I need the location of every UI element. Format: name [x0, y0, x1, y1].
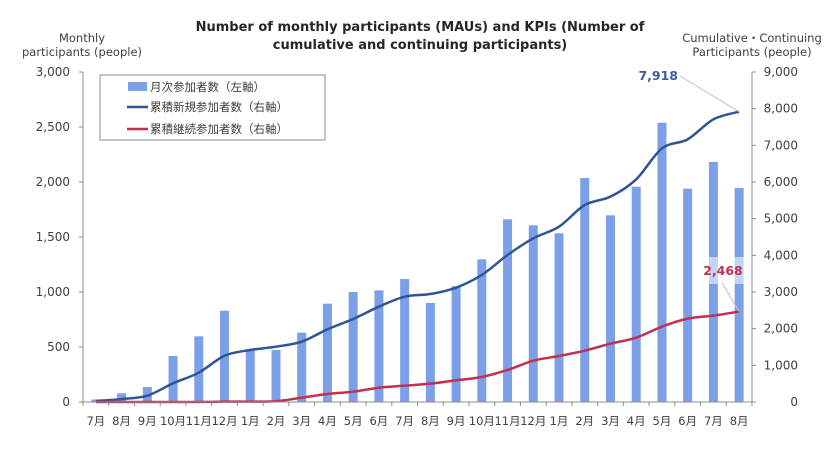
- annotation-leader-line: [721, 282, 740, 312]
- right-axis-title-line-1: Cumulative・Continuing: [682, 31, 822, 45]
- x-tick-label: 7月: [704, 414, 723, 428]
- bar: [374, 290, 384, 402]
- annotation-label-cumulative-continuing: 2,468: [703, 263, 743, 278]
- left-axis-ticks: 0 500 1,000 1,500 2,000 2,500 3,000: [36, 65, 83, 409]
- right-tick-label: 6,000: [764, 175, 798, 189]
- chart-title-line-1: Number of monthly participants (MAUs) an…: [196, 20, 645, 35]
- bar: [451, 286, 461, 402]
- right-tick-label: 7,000: [764, 138, 798, 152]
- bar: [425, 303, 435, 402]
- x-tick-label: 8月: [112, 414, 131, 428]
- bar: [168, 356, 178, 402]
- x-tick-label: 4月: [318, 414, 337, 428]
- bar: [348, 292, 358, 402]
- x-tick-label: 8月: [421, 414, 440, 428]
- x-tick-label: 2月: [267, 414, 286, 428]
- bar: [271, 349, 281, 402]
- bar: [322, 303, 332, 402]
- bar: [297, 332, 307, 402]
- x-tick-label: 1月: [241, 414, 260, 428]
- x-tick-label: 2月: [575, 414, 594, 428]
- x-tick-label: 6月: [678, 414, 697, 428]
- bar: [734, 188, 744, 402]
- bar: [683, 188, 693, 402]
- bar: [580, 178, 590, 402]
- bar: [245, 349, 255, 402]
- left-tick-label: 1,000: [36, 285, 70, 299]
- x-tick-label: 9月: [447, 414, 466, 428]
- left-tick-label: 2,000: [36, 175, 70, 189]
- x-tick-label: 12月: [211, 414, 237, 428]
- line-cumulative-continuing: [95, 310, 740, 404]
- left-axis-title-line-2: participants (people): [22, 45, 142, 59]
- x-tick-label: 5月: [344, 414, 363, 428]
- x-tick-label: 7月: [86, 414, 105, 428]
- bar: [657, 122, 667, 403]
- right-tick-label: 4,000: [764, 248, 798, 262]
- legend-label-cumulative-new: 累積新規参加者数（右軸）: [150, 100, 288, 114]
- x-tick-label: 9月: [138, 414, 157, 428]
- right-axis-ticks: 0 1,000 2,000 3,000 4,000 5,000 6,000 7,000 8,00…: [752, 65, 798, 409]
- right-tick-label: 5,000: [764, 212, 798, 226]
- bar: [554, 233, 564, 402]
- x-axis-ticks: 7月 8月 9月 10月 11月 12月 1月 2月 3月 4月 5月 6月 7月 8月 9月 10月 11月 1…: [82, 402, 753, 428]
- bar: [194, 336, 204, 402]
- bar-series-monthly: [91, 122, 744, 403]
- legend-label-cumulative-continuing: 累積継続参加者数（右軸）: [150, 122, 288, 136]
- chart-title-line-2: cumulative and continuing participants): [273, 38, 568, 53]
- x-tick-label: 10月: [160, 414, 186, 428]
- x-tick-label: 1月: [550, 414, 569, 428]
- right-tick-label: 2,000: [764, 322, 798, 336]
- right-tick-label: 1,000: [764, 358, 798, 372]
- x-tick-label: 11月: [186, 414, 212, 428]
- x-tick-label: 12月: [520, 414, 546, 428]
- right-tick-label: 8,000: [764, 102, 798, 116]
- left-tick-label: 0: [62, 395, 70, 409]
- bar: [503, 219, 513, 402]
- left-tick-label: 1,500: [36, 230, 70, 244]
- annotation-label-cumulative-new: 7,918: [638, 68, 678, 83]
- right-tick-label: 3,000: [764, 285, 798, 299]
- x-tick-label: 8月: [730, 414, 749, 428]
- bar: [117, 393, 127, 402]
- x-tick-label: 5月: [653, 414, 672, 428]
- x-tick-label: 4月: [627, 414, 646, 428]
- x-tick-label: 11月: [494, 414, 520, 428]
- line-series: [95, 110, 740, 404]
- data-annotations: 7,918 2,468: [638, 68, 744, 312]
- right-tick-label: 0: [790, 395, 798, 409]
- x-tick-label: 6月: [369, 414, 388, 428]
- x-tick-label: 10月: [469, 414, 495, 428]
- legend-swatch-bar: [128, 82, 147, 91]
- bar: [477, 259, 487, 402]
- legend: 月次参加者数（左軸） 累積新規参加者数（右軸） 累積継続参加者数（右軸）: [99, 74, 326, 141]
- left-axis-title-line-1: Monthly: [59, 31, 105, 45]
- legend-label-monthly: 月次参加者数（左軸）: [150, 80, 265, 94]
- x-tick-label: 3月: [292, 414, 311, 428]
- x-tick-label: 7月: [395, 414, 414, 428]
- annotation-leader-line: [679, 75, 740, 113]
- right-tick-label: 9,000: [764, 65, 798, 79]
- line-cumulative-new: [95, 110, 740, 403]
- x-tick-label: 3月: [601, 414, 620, 428]
- left-tick-label: 2,500: [36, 120, 70, 134]
- bar: [605, 215, 615, 402]
- annotation-label-background: [704, 257, 744, 284]
- left-tick-label: 3,000: [36, 65, 70, 79]
- bar: [631, 186, 641, 402]
- right-axis-title-line-2: Participants (people): [692, 45, 811, 59]
- bar: [528, 225, 538, 402]
- left-tick-label: 500: [47, 340, 70, 354]
- bar: [400, 279, 410, 402]
